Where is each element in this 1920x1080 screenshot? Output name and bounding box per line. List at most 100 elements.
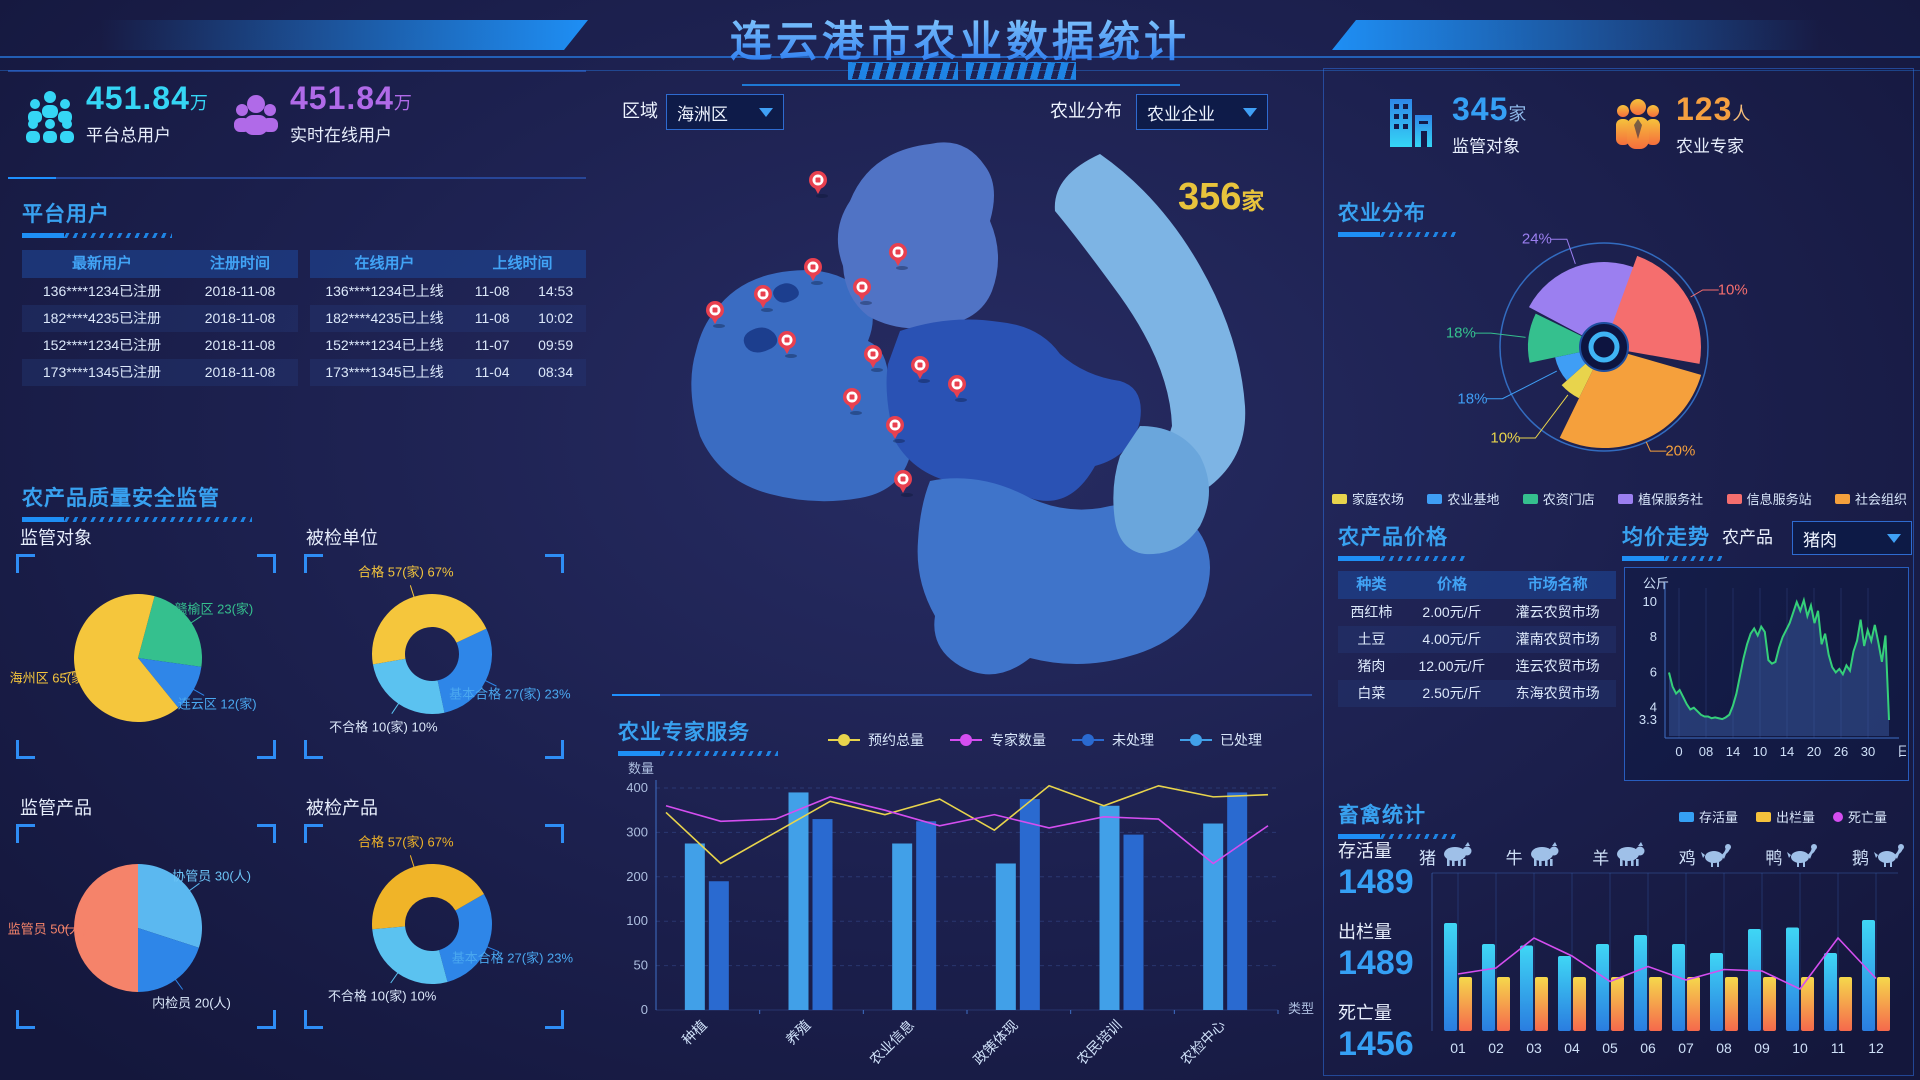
svg-text:08: 08 (1699, 744, 1713, 759)
map-pin[interactable] (809, 171, 828, 198)
table-cell: 12.00元/斤 (1418, 658, 1486, 674)
legend-marker (828, 734, 860, 746)
count-unit: 家 (1241, 188, 1265, 214)
map-pin[interactable] (889, 243, 908, 270)
quality-section-title: 农产品质量安全监管 (22, 482, 252, 522)
header-line (0, 70, 1920, 71)
animal-tab-鸡[interactable]: 鸡 (1679, 841, 1734, 872)
animal-tab-鸭[interactable]: 鸭 (1765, 841, 1820, 872)
animal-tab-牛[interactable]: 牛 (1506, 841, 1561, 872)
corner-decoration (16, 554, 276, 759)
stat-label: 死亡量 (1338, 1003, 1392, 1023)
legend-marker (1679, 811, 1694, 822)
chevron-down-icon (1243, 107, 1257, 117)
table-row: 152****1234已上线 11-07 09:59 (310, 332, 586, 359)
svg-text:种植: 种植 (679, 1017, 710, 1048)
legend-marker (1180, 734, 1212, 746)
pie-slice-label: 赣榆区 23(家) (174, 601, 254, 617)
pie-slice-label: 连云区 12(家) (177, 696, 257, 712)
svg-text:农业信息: 农业信息 (866, 1017, 917, 1068)
count-value: 356 (1178, 176, 1242, 218)
title-decoration (848, 62, 958, 80)
right-panel: 345家 监管对象 123人 农业专家 农业分布 10% 18% 18% 24% 10%… (1323, 68, 1920, 1076)
map-pin[interactable] (843, 388, 862, 415)
animal-tab-鹅[interactable]: 鹅 (1852, 841, 1907, 872)
chart-subtitle: 被检产品 (306, 798, 378, 818)
livestock-section-title: 畜禽统计 (1338, 799, 1458, 839)
svg-text:农检中心: 农检中心 (1177, 1017, 1228, 1068)
product-select[interactable]: 猪肉 (1792, 521, 1912, 555)
pie-slice-label: 合格 57(家) 67% (358, 834, 454, 850)
svg-text:公斤: 公斤 (1643, 576, 1669, 591)
svg-text:20: 20 (1807, 744, 1821, 759)
region-select[interactable]: 海洲区 (666, 94, 784, 130)
svg-text:04: 04 (1564, 1040, 1580, 1056)
map-pin[interactable] (894, 470, 913, 497)
svg-text:08: 08 (1716, 1040, 1732, 1056)
animal-icon (1440, 841, 1474, 872)
map-pin[interactable] (864, 345, 883, 372)
table-header-row: 在线用户 上线时间 (310, 250, 586, 278)
table-row: 土豆 4.00元/斤 灌南农贸市场 (1338, 626, 1616, 653)
y-axis-title: 数量 (628, 761, 655, 776)
table-cell: 西红柿 (1350, 604, 1393, 620)
table-cell: 173****1345已上线 (325, 364, 444, 380)
table-cell: 136****1234已注册 (42, 283, 162, 299)
legend-dot (838, 734, 850, 746)
rose-slice-label: 18% (1445, 324, 1476, 342)
header-decoration-left (100, 20, 588, 50)
legend-swatch (1726, 493, 1742, 504)
table-cell: 173****1345已注册 (42, 364, 162, 380)
distribution-select[interactable]: 农业企业 (1136, 94, 1268, 130)
center-panel: 区域 海洲区 农业分布 农业企业 356家 农业专家服务 预约总量 专家数量 未处理… (600, 80, 1316, 1074)
enterprise-count: 356家 (1178, 176, 1264, 219)
animal-tab-羊[interactable]: 羊 (1592, 841, 1647, 872)
section-underline (1338, 556, 1468, 561)
section-title-text: 农业分布 (1338, 202, 1426, 225)
stat-value: 1489 (1338, 863, 1414, 901)
region-label: 区域 (622, 101, 658, 121)
building-icon (1384, 95, 1436, 149)
table-cell: 灌南农贸市场 (1515, 631, 1600, 647)
city-map[interactable] (600, 126, 1320, 686)
section-title-text: 平台用户 (22, 203, 110, 226)
legend-item: 专家数量 (950, 730, 1046, 750)
table-cell: 136****1234已上线 (325, 283, 444, 299)
livestock-stat: 出栏量 1489 (1338, 918, 1414, 983)
stat-label: 出栏量 (1338, 922, 1392, 942)
legend-item: 植保服务社 (1618, 489, 1703, 508)
table-cell: 东海农贸市场 (1515, 685, 1600, 701)
map-pin[interactable] (948, 375, 967, 402)
svg-text:8: 8 (1650, 629, 1657, 644)
stat-label: 存活量 (1338, 841, 1392, 861)
map-pin[interactable] (706, 301, 725, 328)
platform-users-section-title: 平台用户 (22, 198, 172, 238)
legend-label: 家庭农场 (1352, 492, 1405, 507)
title-decoration (966, 62, 1076, 80)
distribution-label: 农业分布 (1050, 101, 1122, 121)
chevron-down-icon (759, 107, 773, 117)
svg-text:03: 03 (1526, 1040, 1542, 1056)
section-underline (1338, 834, 1458, 839)
map-pin[interactable] (911, 356, 930, 383)
animal-tab-猪[interactable]: 猪 (1419, 841, 1474, 872)
table-cell: 14:53 (538, 283, 574, 299)
livestock-chart: 01 02 03 04 05 06 07 08 09 10 11 12 (1431, 872, 1898, 1056)
legend-label: 出栏量 (1776, 810, 1816, 825)
section-title-text: 农产品价格 (1338, 526, 1448, 549)
map-pin[interactable] (804, 258, 823, 285)
table-row: 猪肉 12.00元/斤 连云农贸市场 (1338, 653, 1616, 680)
price-table: 种类 价格 市场名称 西红柿 2.00元/斤 灌云农贸市场 土豆 4.00元/斤 灌南农贸市场猪… (1338, 571, 1616, 707)
map-pin[interactable] (886, 416, 905, 443)
pie-slice-label: 监管员 50(人) (7, 921, 87, 937)
rose-slice-label: 18% (1457, 390, 1488, 408)
stat-value: 451.84 (290, 80, 394, 116)
map-pin[interactable] (754, 285, 773, 312)
map-pin[interactable] (853, 278, 872, 305)
corner-decoration (304, 554, 564, 759)
pie-slice-label: 海州区 65(家) (9, 670, 89, 686)
legend-swatch (1332, 493, 1347, 504)
map-pin[interactable] (778, 331, 797, 358)
table-row: 152****1234已注册 2018-11-08 (22, 332, 298, 359)
legend-label: 已处理 (1220, 732, 1262, 748)
